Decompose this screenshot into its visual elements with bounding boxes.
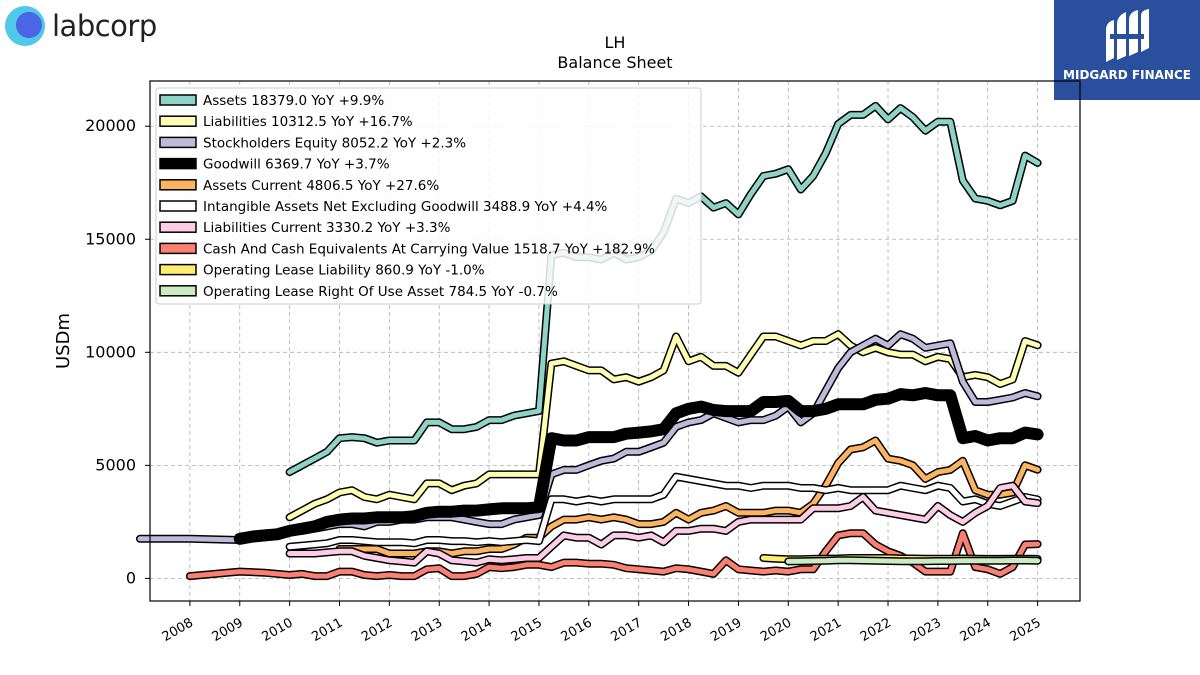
legend-item: Operating Lease Liability 860.9 YoY -1.0… [159, 263, 485, 279]
midgard-finance-logo: MIDGARD FINANCE [1054, 0, 1200, 100]
x-tick-label: 2025 [1007, 615, 1043, 645]
x-tick-label: 2008 [160, 615, 196, 645]
y-tick-label: 10000 [85, 342, 136, 361]
series-assets-current-line [337, 438, 1041, 556]
legend-swatch [159, 115, 197, 127]
series-liabilities [285, 330, 1042, 522]
legend-label: Intangible Assets Net Excluding Goodwill… [203, 199, 608, 215]
series-operating-lease-right-of-use-asset-line [785, 557, 1041, 564]
series-intangible-assets-net-excluding-goodwill [285, 472, 1042, 551]
legend-label: Operating Lease Liability 860.9 YoY -1.0… [203, 263, 485, 279]
legend-label: Assets 18379.0 YoY +9.9% [203, 93, 384, 109]
legend-swatch [159, 200, 197, 212]
series-operating-lease-right-of-use-asset [784, 556, 1042, 566]
legend-item: Intangible Assets Net Excluding Goodwill… [159, 199, 608, 215]
legend-swatch [159, 157, 197, 170]
chart-subtitle: Balance Sheet [557, 53, 672, 72]
series-liabilities-current [285, 481, 1042, 567]
x-tick-label: 2020 [758, 615, 794, 645]
legend-label: Liabilities Current 3330.2 YoY +3.3% [203, 220, 451, 236]
legend-swatch [159, 285, 197, 297]
y-tick-label: 20000 [85, 116, 136, 135]
legend-item: Liabilities 10312.5 YoY +16.7% [159, 114, 413, 130]
x-tick-label: 2019 [708, 615, 744, 645]
legend-item: Assets 18379.0 YoY +9.9% [159, 93, 384, 109]
series-goodwill-outline [233, 387, 1044, 545]
series-intangible-assets-net-excluding-goodwill-line [287, 474, 1041, 550]
legend-label: Liabilities 10312.5 YoY +16.7% [203, 114, 413, 130]
plot-frame [149, 80, 1081, 602]
x-tick-label: 2018 [658, 615, 694, 645]
legend-swatch [159, 221, 197, 233]
x-tick-label: 2017 [609, 615, 645, 645]
x-tick-label: 2022 [858, 615, 894, 645]
legend-swatch [159, 136, 197, 149]
legend-item: Goodwill 6369.7 YoY +3.7% [159, 157, 390, 173]
series-liabilities-line [287, 331, 1041, 520]
y-tick-label: 15000 [85, 229, 136, 248]
x-tick-label: 2010 [259, 615, 295, 645]
legend-label: Operating Lease Right Of Use Asset 784.5… [203, 284, 558, 300]
legend-item: Operating Lease Right Of Use Asset 784.5… [159, 284, 558, 300]
legend-label: Assets Current 4806.5 YoY +27.6% [203, 178, 439, 194]
brand-text: MIDGARD FINANCE [1063, 68, 1191, 82]
labcorp-logo-icon [4, 5, 46, 47]
y-tick-label: 5000 [95, 455, 136, 474]
legend-label: Cash And Cash Equivalents At Carrying Va… [203, 241, 655, 257]
x-tick-label: 2014 [459, 615, 495, 645]
x-tick-label: 2016 [559, 615, 595, 645]
legend-swatch [159, 179, 197, 191]
x-tick-label: 2013 [409, 615, 445, 645]
series-liabilities-current-line [287, 483, 1041, 566]
legend-swatch [159, 94, 197, 106]
legend: Assets 18379.0 YoY +9.9% Liabilities 1031… [155, 87, 702, 305]
midgard-finance-logo-mark [1106, 9, 1149, 62]
legend-item: Cash And Cash Equivalents At Carrying Va… [159, 241, 655, 257]
legend-swatch [159, 242, 197, 255]
labcorp-logo-text: labcorp [52, 9, 157, 43]
legend-label: Stockholders Equity 8052.2 YoY +2.3% [203, 135, 466, 151]
labcorp-logo: labcorp [4, 4, 157, 48]
series-goodwill [233, 387, 1044, 545]
x-tick-label: 2021 [808, 615, 844, 645]
legend-box [155, 87, 702, 305]
x-tick-label: 2024 [958, 615, 994, 645]
legend-item: Assets Current 4806.5 YoY +27.6% [159, 178, 439, 194]
legend-item: Stockholders Equity 8052.2 YoY +2.3% [159, 135, 466, 151]
chart-title: LH [605, 33, 626, 52]
y-tick-label: 0 [126, 568, 136, 587]
series-lines [136, 101, 1044, 581]
series-assets-current [335, 436, 1042, 558]
x-tick-label: 2023 [908, 615, 944, 645]
x-tick-label: 2012 [359, 615, 395, 645]
x-tick-label: 2011 [309, 615, 345, 645]
y-axis-label: USDm [53, 313, 74, 369]
legend-label: Goodwill 6369.7 YoY +3.7% [203, 157, 390, 173]
x-tick-label: 2015 [509, 615, 545, 645]
legend-item: Liabilities Current 3330.2 YoY +3.3% [159, 220, 451, 236]
x-tick-label: 2009 [210, 615, 246, 645]
legend-swatch [159, 263, 197, 276]
